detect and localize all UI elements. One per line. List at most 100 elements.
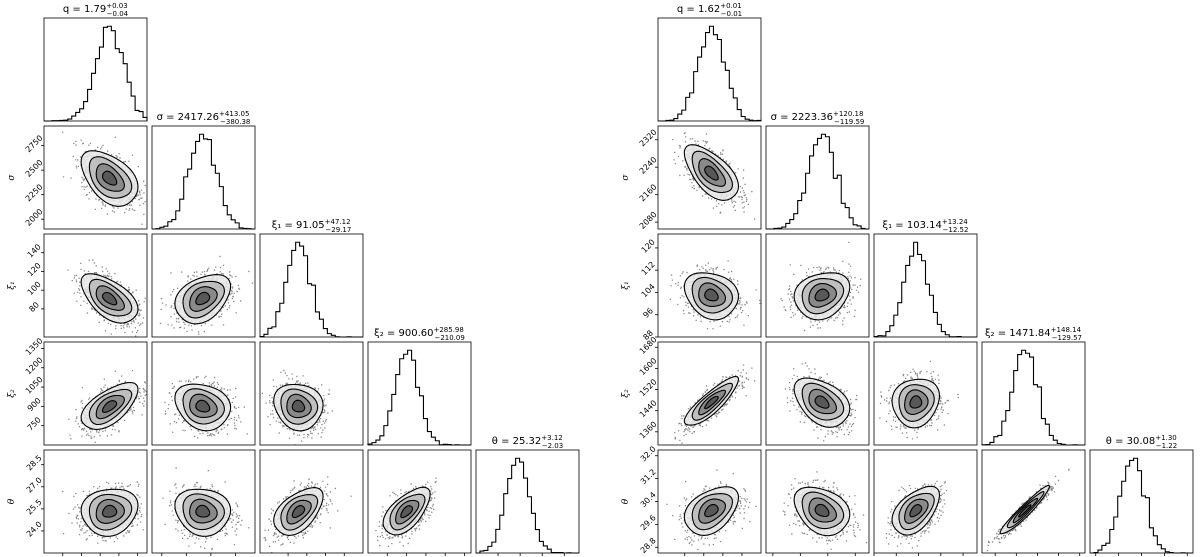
y-tick-label: 140: [26, 242, 43, 259]
histogram-line-xi2: [981, 349, 1085, 446]
histogram-panel-xi1: ξ₁ = 103.14+13.24 −12.52: [873, 218, 978, 338]
y-tick-label: 1360: [638, 420, 659, 441]
panel-frame: [765, 341, 870, 446]
y-tick-label: 30.4: [639, 490, 658, 509]
y-tick-label: 80: [27, 300, 41, 314]
param-title-q: q = 1.62+0.01 −0.01: [677, 2, 742, 18]
panel-frame: [43, 125, 148, 230]
param-title-xi2: ξ₂ = 900.60+285.98 −210.09: [374, 326, 465, 342]
density-contour: [909, 395, 923, 409]
density-contour: [291, 399, 306, 413]
panel-frame: [657, 233, 762, 338]
histogram-panel-theta: θ = 25.32+3.12−2.0324.025.527.028.5θ: [475, 434, 580, 556]
density-contour: [814, 503, 830, 518]
panel-frame: [873, 341, 978, 446]
histogram-panel-q: q = 1.62+0.01 −0.01: [657, 2, 762, 122]
y-tick-label: 2080: [638, 210, 659, 231]
scatter-points: [62, 131, 147, 225]
density-contour: [814, 288, 830, 302]
y-axis-label-xi2: ξ₂: [621, 389, 631, 398]
y-tick-label: 1600: [638, 356, 659, 377]
histogram-line-xi2: [367, 349, 471, 446]
y-tick-label: 1050: [24, 375, 45, 396]
y-tick-label: 2500: [24, 158, 45, 179]
scatter-samples: [62, 131, 147, 225]
y-tick-label: 1200: [24, 356, 45, 377]
panel-frame: [475, 449, 580, 554]
scatter-points: [68, 370, 147, 443]
scatter-panel-theta-vs-q: 24.025.527.028.5θ1.741.761.781.801.82q: [7, 449, 148, 556]
density-contour: [101, 400, 118, 413]
y-axis-label-sigma: σ: [621, 174, 631, 181]
y-tick-label: 1520: [638, 377, 659, 398]
scatter-points: [375, 477, 437, 547]
y-tick-label: 96: [641, 306, 655, 320]
panel-frame: [981, 449, 1086, 554]
scatter-panel-sigma-vs-q: 2080 2160 2240 2320 σ: [621, 125, 762, 231]
density-contour: [704, 395, 719, 410]
y-tick-label: 104: [640, 282, 657, 299]
y-tick-label: 750: [26, 415, 43, 432]
y-tick-label: 31.2: [639, 467, 658, 486]
histogram-panel-q: q = 1.79+0.03 −0.04: [43, 2, 148, 122]
scatter-points: [669, 260, 761, 330]
y-tick-label: 2240: [638, 155, 659, 176]
y-axis-label-xi2: ξ₂: [7, 389, 17, 398]
param-title-q: q = 1.79+0.03 −0.04: [63, 2, 129, 18]
y-tick-label: 2250: [24, 183, 45, 204]
panel-frame: [1089, 449, 1194, 554]
scatter-panel-xi1-vs-sigma: [765, 233, 870, 338]
density-contour: [195, 399, 211, 413]
histogram-panel-sigma: σ = 2223.36+120.18 −119.59: [765, 110, 870, 230]
density-contour: [704, 165, 719, 181]
scatter-points: [879, 360, 959, 440]
density-contour: [814, 395, 830, 409]
histogram-panel-xi2: ξ₂ = 900.60+285.98 −210.09: [367, 326, 472, 446]
histogram-line-theta: [1090, 457, 1193, 554]
param-title-theta: θ = 25.32+3.12 −2.03: [492, 434, 563, 450]
histogram-line-xi1: [259, 241, 363, 338]
param-title-xi1: ξ₁ = 103.14+13.24 −12.52: [883, 218, 969, 234]
y-tick-label: 25.5: [25, 498, 44, 517]
scatter-points: [986, 468, 1070, 552]
y-tick-label: 1680: [638, 335, 659, 356]
panel-frame: [765, 449, 870, 554]
scatter-points: [162, 467, 250, 551]
scatter-points: [666, 469, 757, 551]
y-tick-label: 1440: [638, 399, 659, 420]
panel-frame: [657, 341, 762, 446]
param-title-xi1: ξ₁ = 91.05+47.12 −29.17: [272, 218, 352, 234]
panel-frame: [657, 125, 762, 230]
y-axis-label-theta: θ: [621, 498, 631, 504]
density-contour: [1018, 504, 1032, 518]
scatter-panel-xi2-vs-xi1: [259, 341, 364, 446]
scatter-points: [782, 471, 868, 550]
panel-frame: [259, 233, 364, 338]
scatter-panel-sigma-vs-q: 2000 2250 2500 2750 σ: [7, 125, 148, 230]
y-tick-label: 24.0: [25, 520, 44, 539]
density-contour: [195, 291, 211, 306]
histogram-line-sigma: [766, 133, 869, 230]
histogram-panel-xi1: ξ₁ = 91.05+47.12 −29.17: [259, 218, 364, 338]
panel-frame: [43, 17, 148, 122]
scatter-points: [164, 375, 248, 439]
scatter-panel-xi2-vs-xi1: [873, 341, 978, 446]
scatter-points: [674, 364, 756, 444]
scatter-panel-xi2-vs-sigma: [765, 341, 870, 446]
y-tick-label: 112: [640, 260, 657, 277]
density-contour: [101, 170, 118, 186]
panel-frame: [367, 341, 472, 446]
panel-frame: [151, 233, 256, 338]
panel-frame: [43, 233, 148, 338]
y-tick-label: 28.5: [25, 453, 44, 472]
y-tick-label: 28.8: [639, 536, 658, 555]
scatter-panel-xi1-vs-q: 80 100 120 140 ξ₁: [7, 233, 148, 338]
density-contour: [101, 504, 118, 518]
density-contour: [291, 505, 306, 519]
y-tick-label: 2750: [24, 133, 45, 154]
